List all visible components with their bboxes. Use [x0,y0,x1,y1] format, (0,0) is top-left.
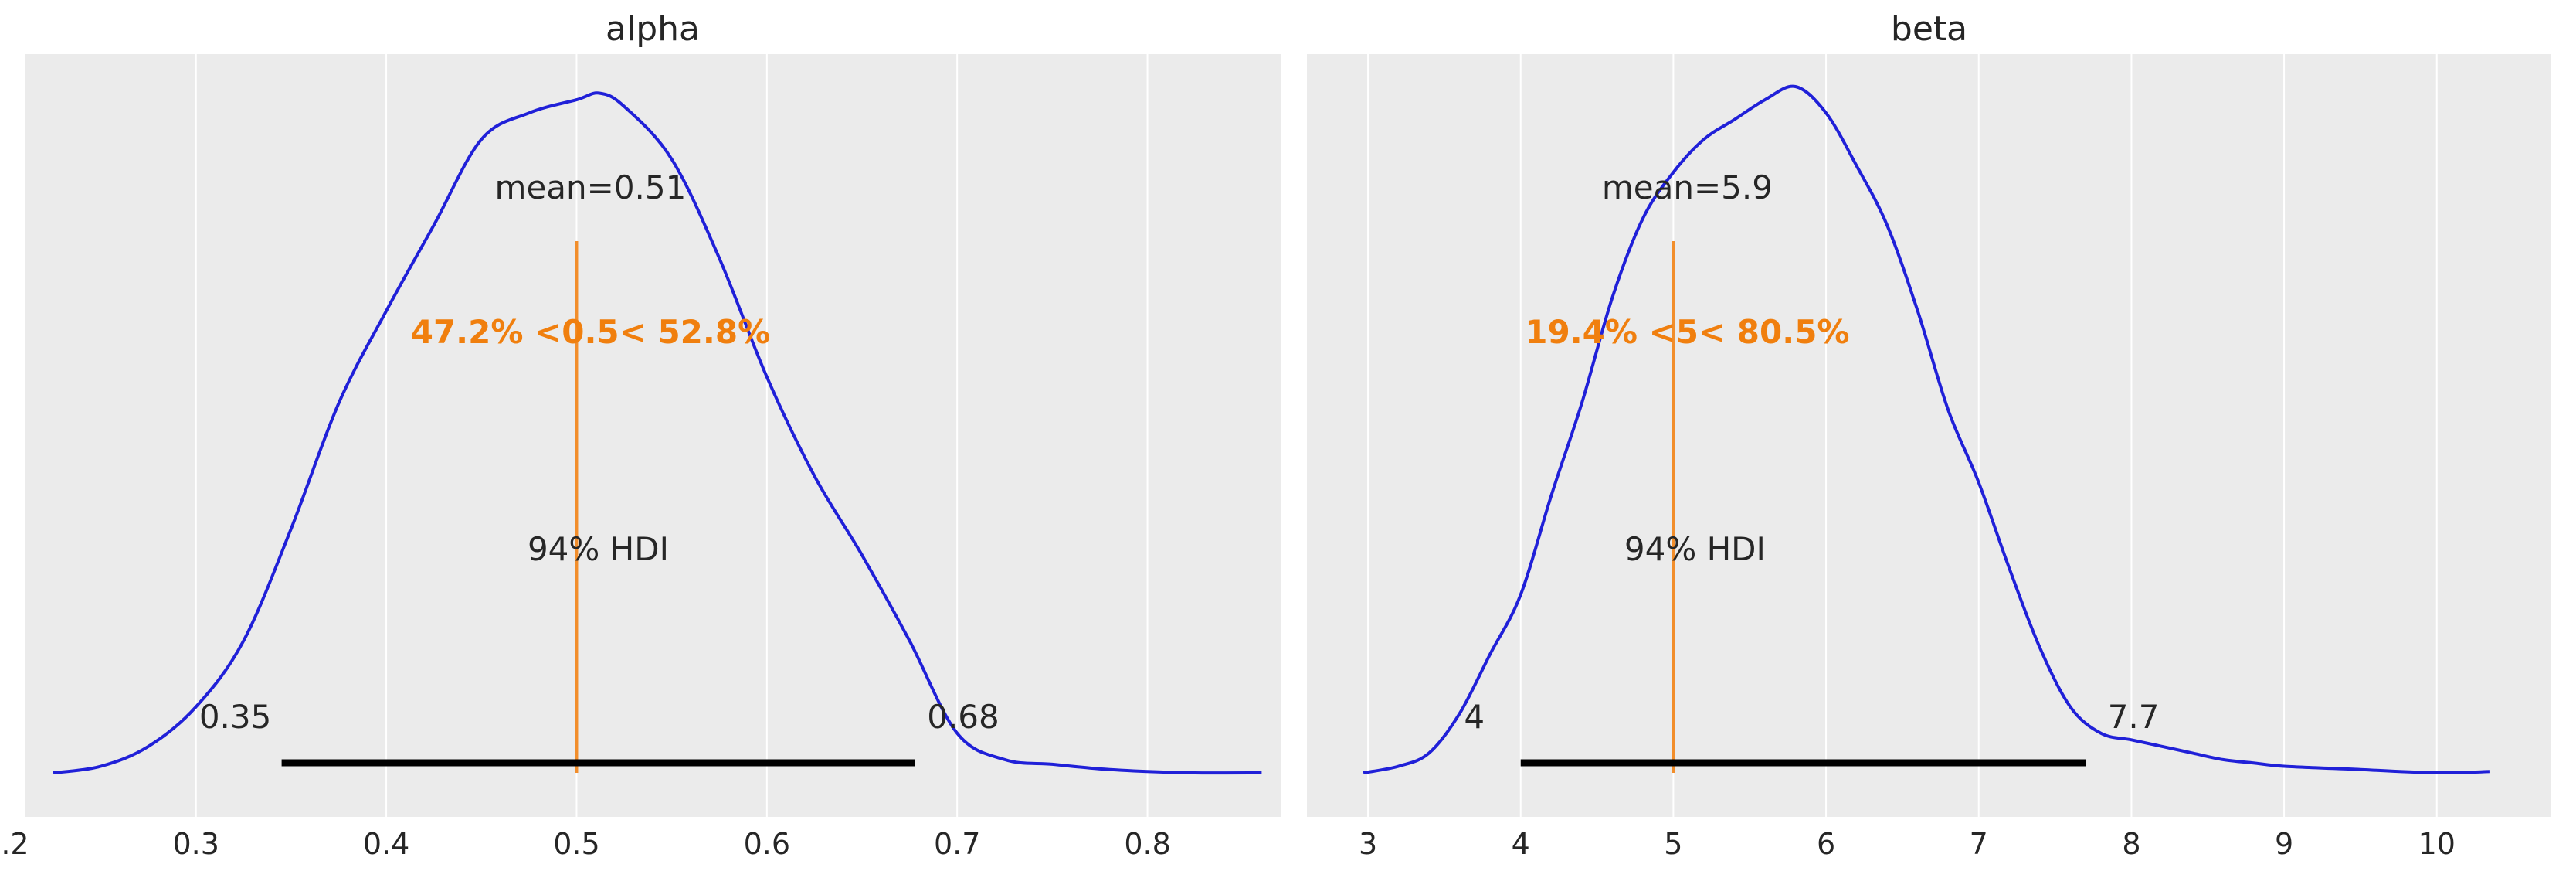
density-curve-alpha [53,91,1262,775]
x-tick-label: 0.3 [173,827,219,861]
reference-label-alpha: 47.2% <0.5< 52.8% [411,313,770,351]
x-tick-label: 0.2 [0,827,29,861]
x-tick-label: 9 [2275,827,2293,861]
hdi-label-beta: 94% HDI [1624,530,1766,568]
x-tick-label: 7 [1970,827,1988,861]
panel-title-beta: beta [1891,9,1967,49]
x-axis-ticks-beta: 3 4 5 6 7 8 9 10 [1359,827,2456,861]
x-tick-label: 10 [2418,827,2456,861]
gridlines-beta [1367,54,2438,817]
panel-title-alpha: alpha [606,9,700,49]
x-tick-label: 8 [2122,827,2140,861]
panel-beta: beta mean=5.9 19.4% <5< 80.5% 94% HDI 4 … [1307,9,2551,861]
x-tick-label: 0.4 [363,827,409,861]
gridlines-alpha [5,54,1149,817]
mean-label-beta: mean=5.9 [1602,168,1773,206]
x-tick-label: 4 [1512,827,1530,861]
x-tick-label: 5 [1664,827,1682,861]
density-curve-beta [1363,84,2490,775]
plot-area-beta [1307,54,2551,817]
hdi-high-label-alpha: 0.68 [927,698,1000,736]
panel-alpha: alpha mean=0.51 47.2% <0.5< 52.8% 94% HD… [0,9,1281,861]
mean-label-alpha: mean=0.51 [495,168,687,206]
plot-area-alpha [25,54,1281,817]
x-tick-label: 0.8 [1124,827,1170,861]
hdi-label-alpha: 94% HDI [528,530,669,568]
hdi-low-label-beta: 4 [1464,698,1485,736]
x-tick-label: 6 [1817,827,1835,861]
x-axis-ticks-alpha: 0.2 0.3 0.4 0.5 0.6 0.7 0.8 [0,827,1171,861]
x-tick-label: 0.5 [553,827,599,861]
hdi-high-label-beta: 7.7 [2108,698,2160,736]
x-tick-label: 3 [1359,827,1377,861]
hdi-low-label-alpha: 0.35 [199,698,272,736]
x-tick-label: 0.7 [934,827,980,861]
reference-label-beta: 19.4% <5< 80.5% [1525,313,1849,351]
x-tick-label: 0.6 [744,827,790,861]
